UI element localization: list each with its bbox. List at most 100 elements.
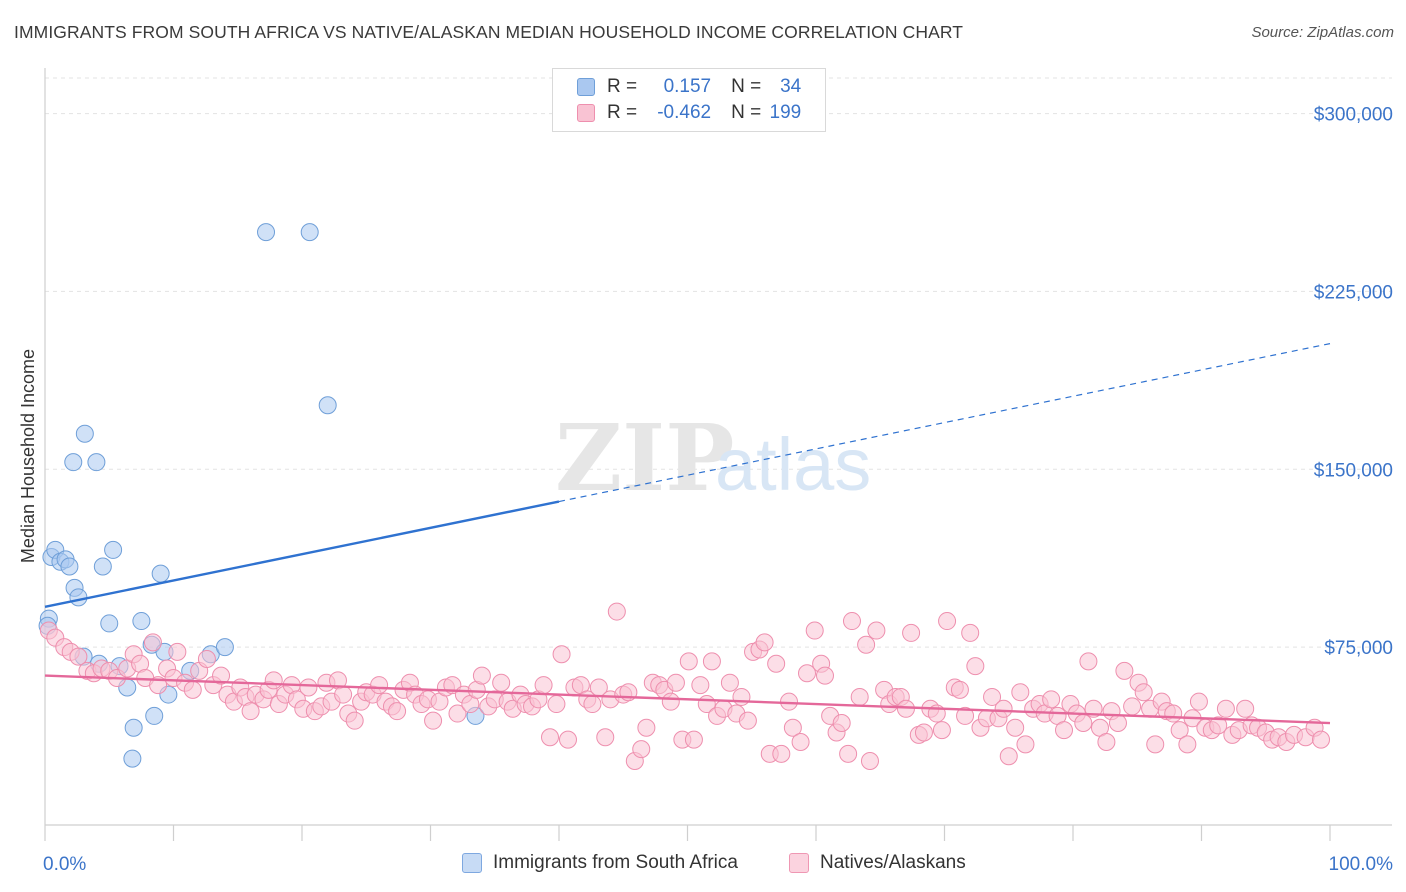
legend-swatch-south-africa xyxy=(462,853,482,873)
south-africa-point xyxy=(75,424,94,443)
south-africa-point xyxy=(132,612,151,631)
y-tick-label: $225,000 xyxy=(1314,282,1393,303)
natives-point xyxy=(1123,697,1142,716)
chart-title: IMMIGRANTS FROM SOUTH AFRICA VS NATIVE/A… xyxy=(14,22,964,42)
trend-line-south-africa xyxy=(44,500,560,609)
watermark-atlas: atlas xyxy=(715,423,871,506)
series-legend: Immigrants from South Africa Natives/Ala… xyxy=(0,852,1406,876)
natives-point xyxy=(961,623,980,642)
natives-point xyxy=(1108,714,1127,733)
legend-r-label: R = xyxy=(607,76,638,97)
natives-point xyxy=(1115,661,1134,680)
natives-point xyxy=(596,728,615,747)
natives-point xyxy=(1074,714,1093,733)
south-africa-point xyxy=(93,557,112,576)
trend-lines xyxy=(44,343,1331,725)
watermark-zip: ZIP xyxy=(555,404,734,512)
natives-point xyxy=(791,733,810,751)
south-africa-point xyxy=(60,557,79,576)
natives-point xyxy=(956,706,975,725)
y-tick-label: $150,000 xyxy=(1314,460,1393,481)
natives-point xyxy=(914,723,933,742)
south-africa-point xyxy=(215,638,234,657)
natives-point xyxy=(755,633,774,652)
natives-point xyxy=(492,673,511,692)
natives-point xyxy=(583,695,602,714)
natives-point xyxy=(1189,692,1208,711)
natives-point xyxy=(1079,652,1098,671)
south-africa-point xyxy=(64,453,83,472)
natives-point xyxy=(850,687,869,706)
natives-point xyxy=(168,642,187,661)
natives-point xyxy=(637,718,656,737)
natives-point xyxy=(867,621,886,640)
natives-point xyxy=(1097,733,1116,751)
natives-point xyxy=(183,680,202,699)
natives-point xyxy=(857,635,876,654)
natives-point xyxy=(720,673,739,692)
y-tick-label: $75,000 xyxy=(1324,638,1393,659)
natives-point xyxy=(666,673,685,692)
natives-point xyxy=(1216,699,1235,718)
natives-point xyxy=(1134,683,1153,702)
legend-n-label: N = xyxy=(731,102,762,123)
natives-point xyxy=(902,623,921,642)
south-africa-point xyxy=(123,749,142,768)
natives-point xyxy=(1178,735,1197,754)
legend-label-south-africa: Immigrants from South Africa xyxy=(493,852,738,873)
south-africa-point xyxy=(318,396,337,415)
south-africa-point xyxy=(145,706,164,725)
legend-row-south-africa: R = 0.157 N = 34 xyxy=(577,74,801,100)
legend-item-south-africa[interactable]: Immigrants from South Africa xyxy=(462,852,738,874)
south-africa-point xyxy=(151,564,170,583)
natives-point xyxy=(1312,730,1331,749)
natives-point xyxy=(938,612,957,631)
axes xyxy=(44,68,1392,841)
south-africa-point xyxy=(300,223,319,242)
legend-item-natives[interactable]: Natives/Alaskans xyxy=(789,852,966,874)
natives-point xyxy=(932,721,951,740)
natives-point xyxy=(534,676,553,695)
natives-point xyxy=(1209,716,1228,735)
natives-point xyxy=(839,744,858,763)
x-tick-label: 0.0% xyxy=(43,854,86,875)
natives-point xyxy=(966,657,985,676)
natives-point xyxy=(547,695,566,714)
natives-point xyxy=(798,664,817,683)
natives-point xyxy=(832,714,851,733)
natives-point xyxy=(212,666,231,685)
natives-point xyxy=(842,612,861,631)
natives-point xyxy=(69,647,88,666)
natives-point xyxy=(702,652,721,671)
south-africa-point xyxy=(69,588,88,607)
y-tick-labels: $75,000 $150,000 $225,000 $300,000 xyxy=(1314,105,1393,660)
natives-point xyxy=(388,702,407,721)
natives-point xyxy=(472,666,491,685)
natives-point xyxy=(684,730,703,749)
natives-point xyxy=(732,687,751,706)
natives-point xyxy=(1170,721,1189,740)
y-tick-label: $300,000 xyxy=(1314,105,1393,126)
natives-point xyxy=(197,650,216,668)
south-africa-point xyxy=(87,453,106,472)
legend-n-label: N = xyxy=(731,76,762,97)
natives-point xyxy=(1236,699,1255,718)
natives-point xyxy=(1055,721,1074,740)
natives-point xyxy=(999,747,1018,766)
source-label: Source: ZipAtlas.com xyxy=(1251,24,1394,41)
natives-point xyxy=(860,751,879,770)
natives-point xyxy=(299,678,318,697)
stats-legend: R = 0.157 N = 34 R = -0.462 N = 199 xyxy=(552,68,826,132)
legend-r-label: R = xyxy=(607,102,638,123)
gridlines xyxy=(45,77,1392,648)
natives-point xyxy=(1042,690,1061,709)
south-africa-point xyxy=(100,614,119,633)
trend-line-natives xyxy=(44,674,1331,725)
series-natives-points xyxy=(39,602,1331,770)
natives-point xyxy=(679,652,698,671)
x-tick-label: 100.0% xyxy=(1329,854,1394,875)
natives-point xyxy=(558,730,577,749)
legend-r-value: -0.462 xyxy=(657,102,712,123)
natives-point xyxy=(345,711,364,730)
natives-point xyxy=(783,718,802,737)
